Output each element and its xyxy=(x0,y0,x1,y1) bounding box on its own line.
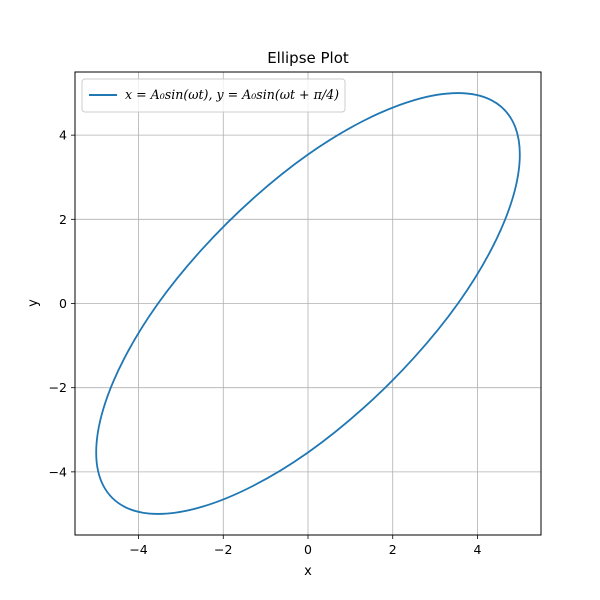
legend-box xyxy=(81,78,346,113)
series-line-0 xyxy=(95,92,521,515)
x-tick-label-2: 0 xyxy=(304,542,312,557)
grid-lines xyxy=(75,72,541,535)
series-layer xyxy=(95,92,521,515)
x-tick-label-4: 4 xyxy=(473,542,481,557)
legend: x = A₀sin(ωt), y = A₀sin(ωt + π/4) xyxy=(81,78,346,113)
chart-title: Ellipse Plot xyxy=(267,49,349,67)
x-tick-label-1: −2 xyxy=(214,542,232,557)
y-tick-label-4: 4 xyxy=(59,128,67,143)
legend-label: x = A₀sin(ωt), y = A₀sin(ωt + π/4) xyxy=(125,88,339,103)
x-tick-label-0: −4 xyxy=(129,542,147,557)
y-tick-label-2: 0 xyxy=(59,296,67,311)
y-tick-label-3: 2 xyxy=(59,212,67,227)
axis-ticks: −4 −2 0 2 4 −4 −2 0 2 4 xyxy=(49,128,482,557)
y-axis-label: y xyxy=(26,299,41,307)
y-tick-label-0: −4 xyxy=(49,464,67,479)
x-axis-label: x xyxy=(304,564,312,579)
x-tick-label-3: 2 xyxy=(389,542,397,557)
y-tick-label-1: −2 xyxy=(49,380,67,395)
